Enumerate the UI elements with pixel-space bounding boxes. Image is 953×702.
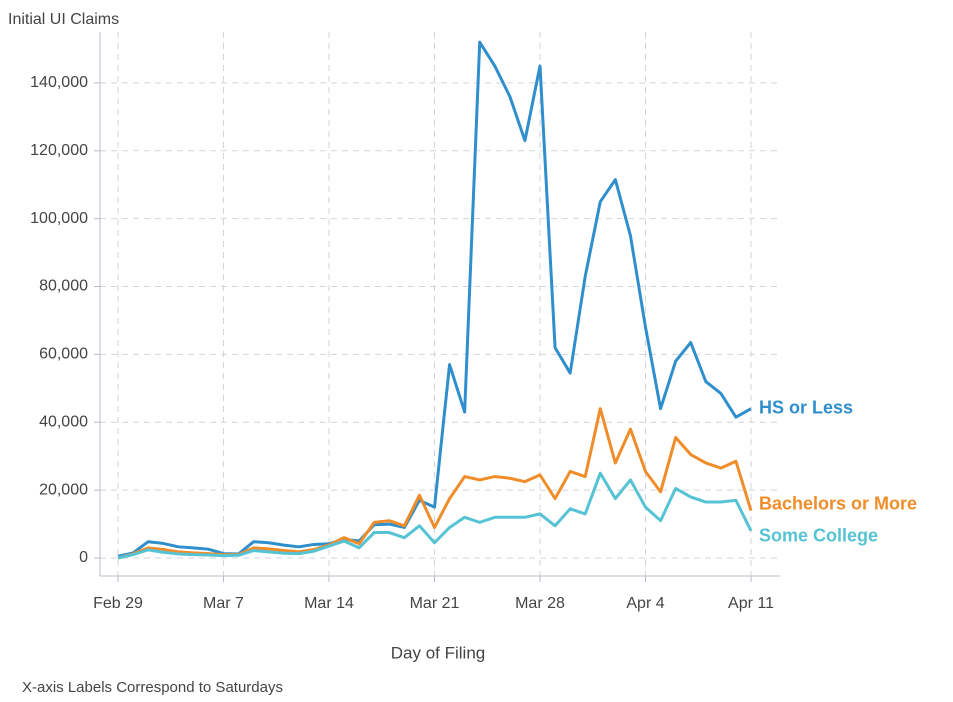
- note: X-axis Labels Correspond to Saturdays: [22, 679, 283, 696]
- x-axis-label: Day of Filing: [391, 643, 485, 662]
- y-tick-label: 80,000: [39, 278, 88, 295]
- series-label: Bachelors or More: [759, 493, 917, 513]
- x-tick-label: Mar 14: [304, 595, 354, 612]
- x-tick-label: Apr 11: [728, 595, 774, 612]
- y-tick-label: 40,000: [39, 413, 88, 430]
- series-label: HS or Less: [759, 397, 853, 417]
- y-tick-label: 20,000: [39, 481, 88, 498]
- x-tick-label: Mar 7: [203, 595, 244, 612]
- y-tick-label: 0: [79, 549, 88, 566]
- y-tick-label: 100,000: [30, 210, 88, 227]
- chart-title: Initial UI Claims: [8, 11, 119, 28]
- series-line: [117, 471, 753, 560]
- y-tick-label: 120,000: [30, 142, 88, 159]
- x-tick-label: Feb 29: [93, 595, 143, 612]
- y-tick-label: 60,000: [39, 346, 88, 363]
- x-tick-label: Mar 28: [515, 595, 565, 612]
- y-tick-label: 140,000: [30, 74, 88, 91]
- x-tick-label: Mar 21: [410, 595, 460, 612]
- x-tick-label: Apr 4: [626, 595, 664, 612]
- series-label: Some College: [759, 526, 878, 546]
